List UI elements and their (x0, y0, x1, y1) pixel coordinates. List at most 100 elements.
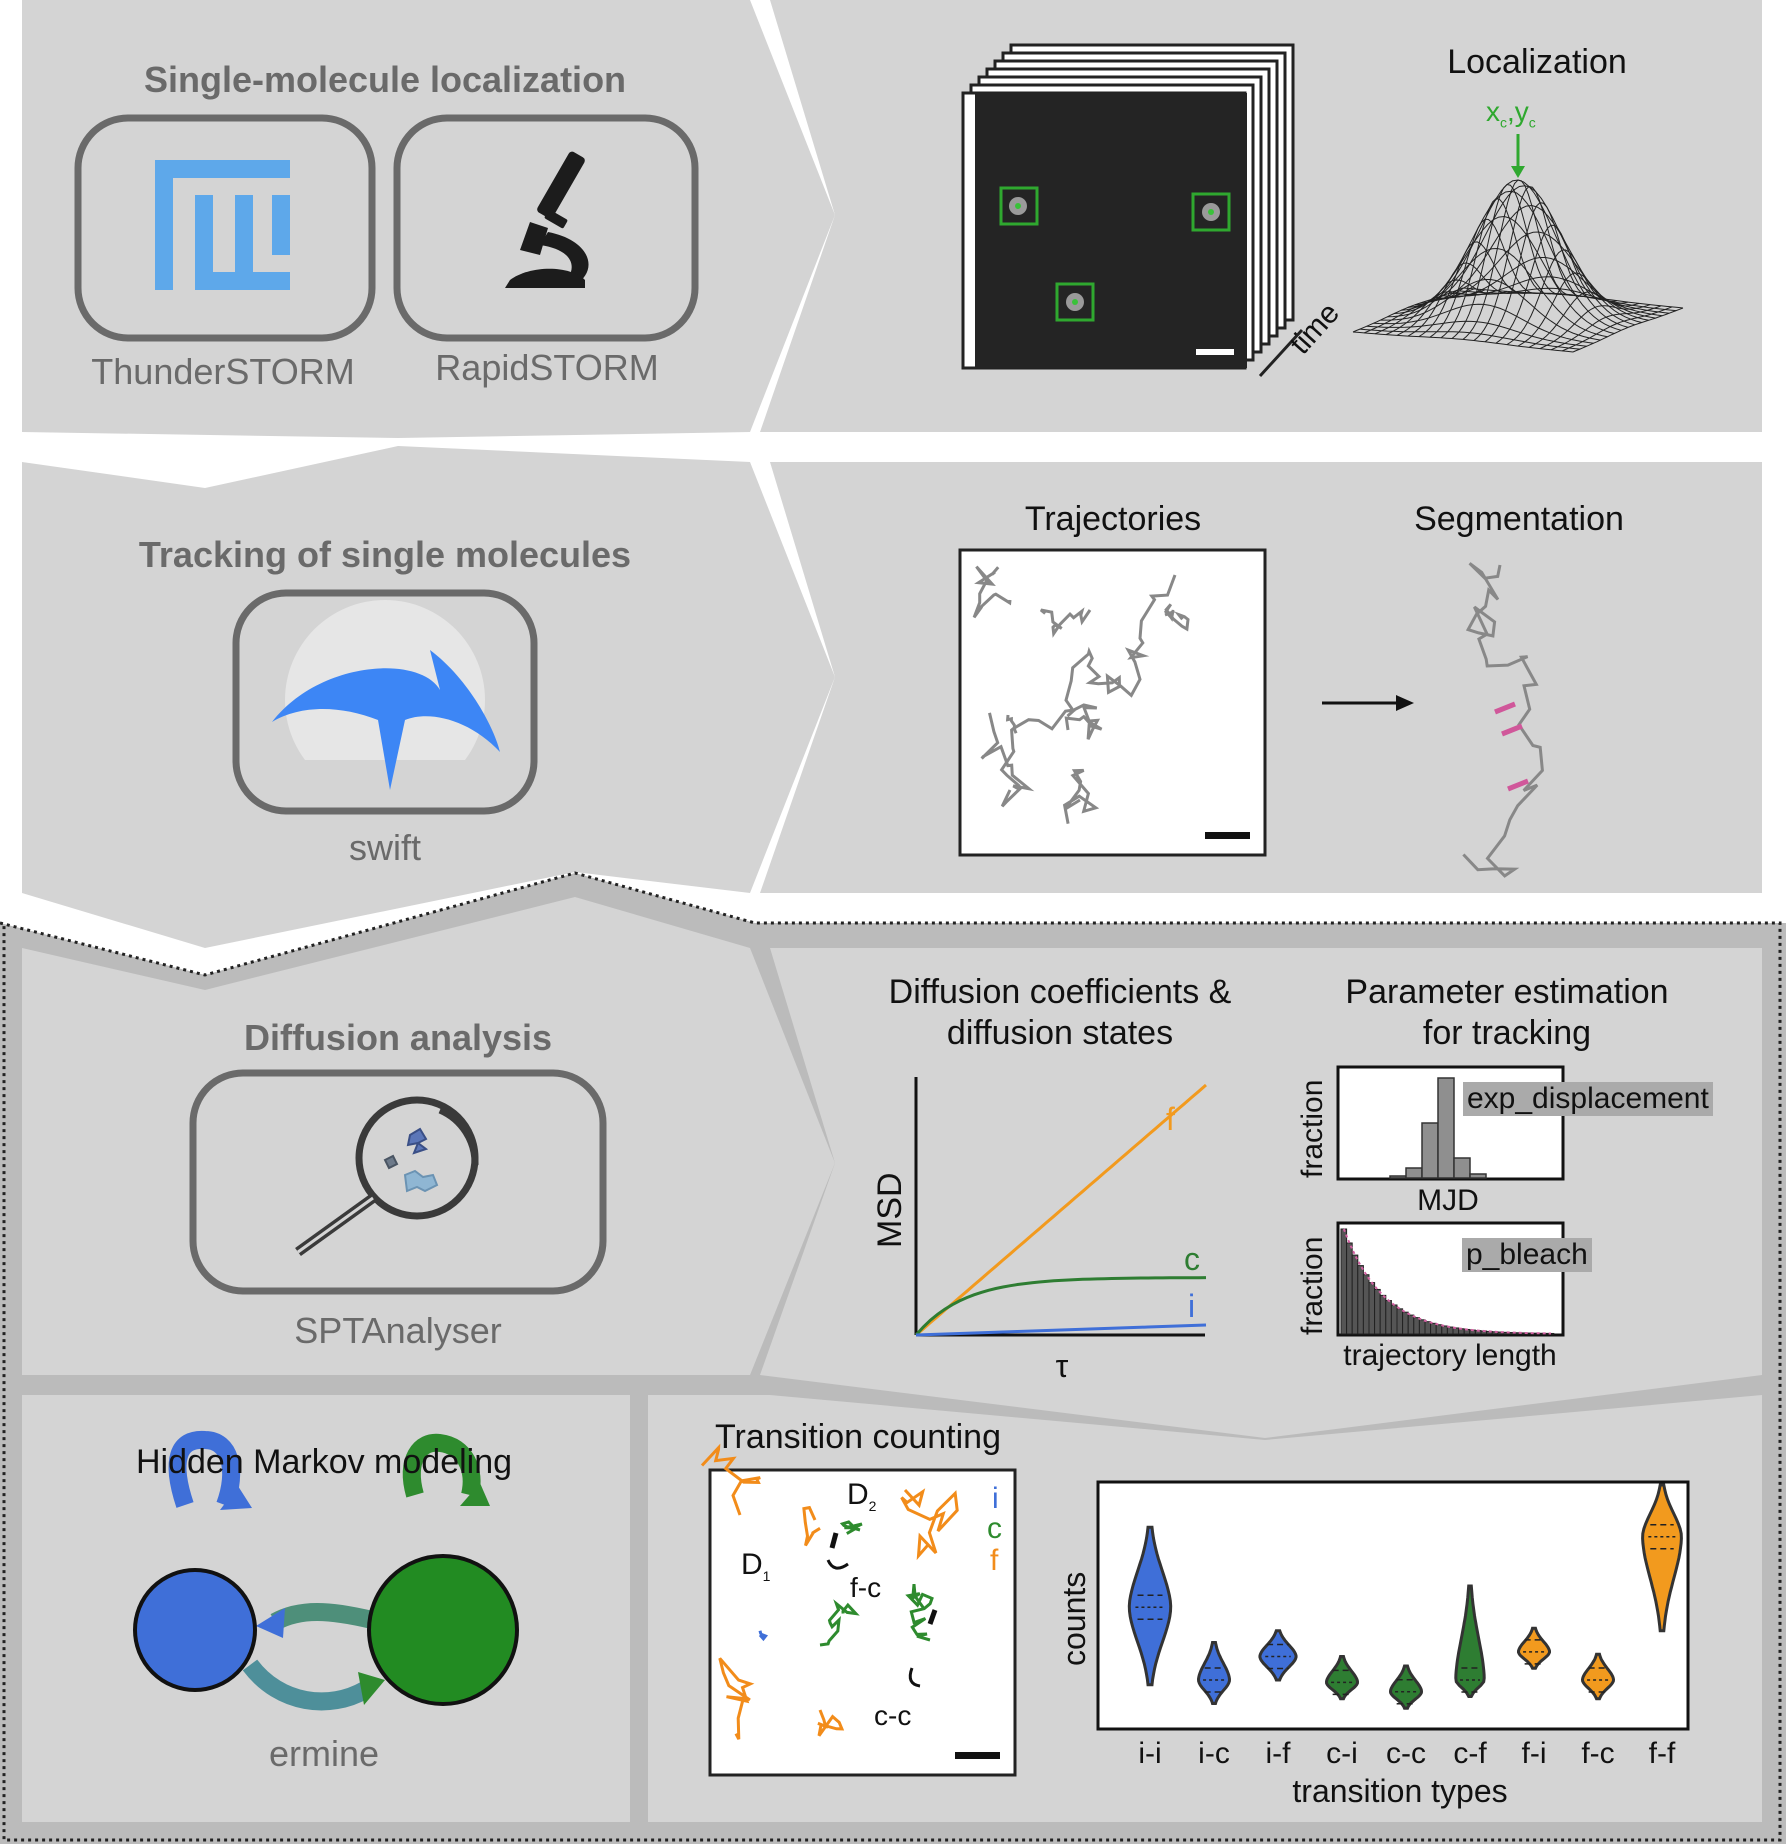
tracking-title: Tracking of single molecules (138, 534, 632, 575)
length-bar (1368, 1282, 1376, 1335)
length-ylabel: fraction (1296, 1236, 1329, 1335)
magnifier-contents (383, 1127, 439, 1193)
length-bar (1362, 1274, 1370, 1335)
violin-i-c (1196, 1641, 1232, 1705)
trajectory-path (980, 712, 1035, 808)
violin-plot (1127, 1483, 1683, 1710)
trajectory-path (1005, 714, 1018, 734)
mjd-bar (1421, 1122, 1439, 1179)
msd-xlabel: τ (1055, 1348, 1069, 1384)
gaussian-mesh-line (1440, 198, 1551, 339)
segment-break (1501, 723, 1523, 737)
segment-break (1507, 778, 1529, 792)
gaussian-mesh-line (1451, 183, 1563, 339)
swift-logo (270, 600, 500, 800)
hmm-arrow-green-to-blue (270, 1603, 375, 1631)
transition-marker (927, 1609, 938, 1625)
gaussian-mesh-line (1528, 291, 1640, 348)
length-bar (1374, 1288, 1381, 1335)
mjd-bar (1469, 1173, 1487, 1179)
length-bar (1413, 1317, 1420, 1335)
length-bar (1340, 1228, 1348, 1335)
panel-localization-left (22, 0, 835, 438)
length-bar (1385, 1300, 1392, 1335)
colored-trajectory (817, 1709, 845, 1737)
msd-line-f (915, 1083, 1207, 1337)
centroid-label: xc,yc (1486, 96, 1536, 131)
colored-trajectory (758, 1630, 769, 1642)
length-bar (1402, 1311, 1409, 1335)
panel-diffusion-left (22, 897, 835, 1375)
length-bar (1357, 1265, 1364, 1335)
gaussian-mesh-line (1352, 287, 1464, 333)
segment-break (1494, 701, 1516, 715)
trajectory-path (1164, 603, 1190, 632)
hmm-title: Hidden Markov modeling (135, 1443, 513, 1481)
trajectory-path (1062, 768, 1100, 824)
trajectory-path (1064, 703, 1103, 740)
violin-tick-i-c: i-c (1198, 1737, 1230, 1770)
mjd-bar (1405, 1167, 1423, 1179)
trajectory-path (999, 574, 1177, 788)
d1-label: D1 (741, 1548, 771, 1584)
violin-tick-c-f: c-f (1453, 1737, 1487, 1770)
hmm-self-loop-green (402, 1433, 481, 1498)
legend-f: f (990, 1544, 999, 1577)
msd-title-line1: Diffusion coefficients & (888, 973, 1232, 1011)
trajectory-path (972, 565, 1012, 619)
gaussian-mesh-line (1363, 288, 1475, 334)
tool-thunderstorm: ThunderSTORM (91, 351, 355, 392)
sptanalyser-box (189, 1069, 607, 1295)
length-bar (1418, 1319, 1426, 1335)
mjd-ylabel: fraction (1296, 1079, 1329, 1178)
trajectories-title: Trajectories (1024, 500, 1202, 538)
length-bar (1424, 1321, 1432, 1335)
colored-trajectory (839, 1520, 863, 1535)
mjd-histogram (1389, 1077, 1487, 1179)
length-bar (1351, 1254, 1359, 1335)
violin-c-f (1454, 1584, 1486, 1698)
tool-sptanalyser: SPTAnalyser (294, 1310, 502, 1351)
segmentation-arrowhead (1396, 695, 1414, 711)
violin-f-i (1517, 1626, 1551, 1670)
hmm-arrow-blue-to-green (242, 1659, 370, 1711)
gaussian-mesh-line (1506, 249, 1618, 346)
hmm-state-green (367, 1554, 519, 1706)
microscope-icon (505, 151, 589, 288)
legend-i: i (992, 1482, 999, 1515)
violin-tick-f-i: f-i (1521, 1737, 1547, 1770)
dotted-border (0, 871, 1782, 1842)
msd-line-c (914, 1276, 1207, 1337)
tool-swift: swift (349, 827, 421, 868)
colored-trajectory (718, 1657, 755, 1740)
rapidstorm-box (393, 114, 699, 342)
transition-scalebar (955, 1752, 1000, 1759)
colored-trajectory (700, 1443, 761, 1516)
gaussian-mesh-line (1385, 290, 1497, 336)
msd-ylabel: MSD (871, 1172, 909, 1248)
exp-displacement-label: exp_displacement (1463, 1082, 1713, 1116)
transition-marker (829, 1532, 839, 1549)
length-bar (1346, 1242, 1353, 1335)
param-title-line1: Parameter estimation (1345, 973, 1669, 1011)
gaussian-mesh-line (1572, 307, 1684, 353)
violin-tick-f-c: f-c (1581, 1737, 1615, 1770)
violin-tick-c-c: c-c (1386, 1737, 1426, 1770)
panel-diffusion-right (760, 948, 1762, 1438)
centroid-arrowhead (1511, 166, 1525, 178)
violin-ylabel: counts (1056, 1571, 1092, 1666)
trajectory-path (1039, 607, 1092, 638)
length-bar (1430, 1322, 1437, 1335)
segmented-trajectory (1462, 562, 1544, 878)
image-stack (961, 43, 1304, 378)
segment-path (1462, 562, 1544, 878)
gaussian-mesh-line (1473, 185, 1585, 341)
length-bar (1441, 1325, 1448, 1335)
tool-rapidstorm: RapidSTORM (435, 347, 659, 388)
mjd-bar (1437, 1077, 1455, 1179)
length-bar (1390, 1304, 1398, 1335)
violin-i-f (1258, 1629, 1298, 1682)
localization-panel-title: Localization (1447, 43, 1627, 81)
